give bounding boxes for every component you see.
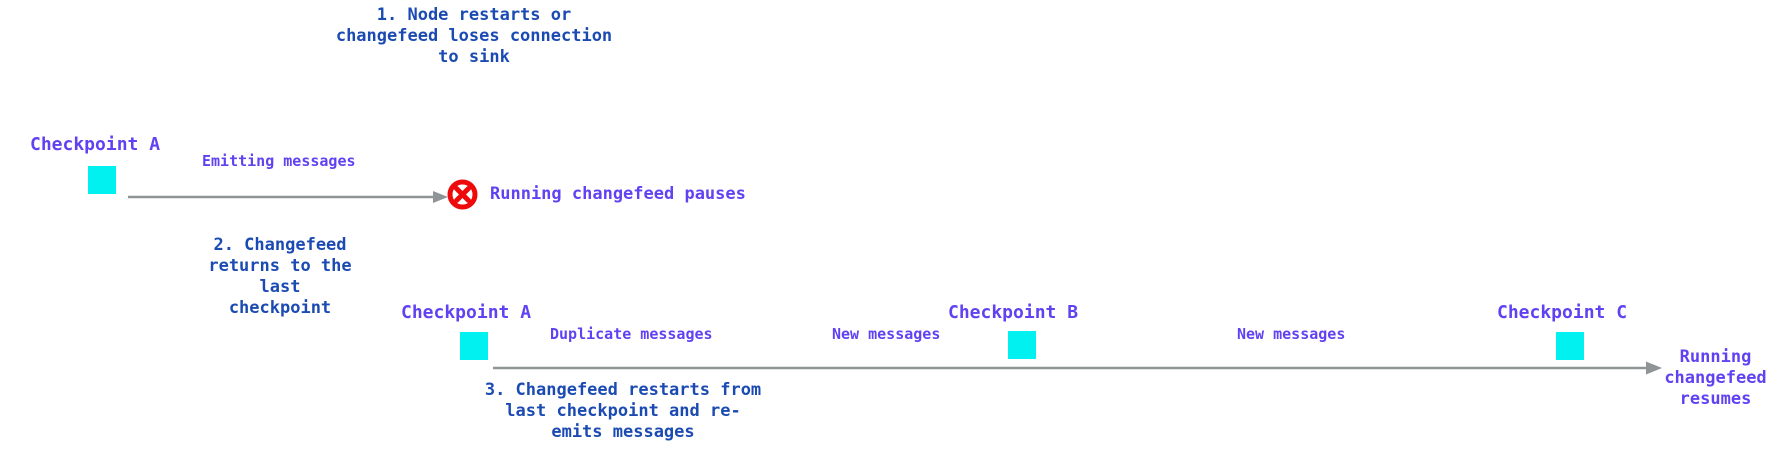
timeline2-checkpoint-b-label: Checkpoint B (948, 302, 1079, 323)
timeline2-checkpoint-a-marker (460, 332, 488, 360)
changefeed-resumes-label: Running changefeed resumes (1664, 347, 1767, 409)
pause-icon-x-stroke-2 (454, 186, 471, 203)
changefeed-pauses-label: Running changefeed pauses (490, 184, 746, 204)
timeline2-checkpoint-a-label: Checkpoint A (401, 302, 532, 323)
step2-annotation: 2. Changefeed returns to the last checkp… (208, 235, 352, 318)
timeline1-checkpoint-a-label: Checkpoint A (30, 134, 161, 155)
new-messages-label-2: New messages (1237, 325, 1346, 343)
timeline2-arrow (493, 361, 1662, 375)
timeline1-checkpoint-a-marker (88, 166, 116, 194)
new-messages-label-1: New messages (832, 325, 941, 343)
emitting-messages-label: Emitting messages (202, 152, 356, 170)
duplicate-messages-label: Duplicate messages (550, 325, 713, 343)
timeline2-checkpoint-b-marker (1008, 331, 1036, 359)
timeline2-checkpoint-c-label: Checkpoint C (1497, 302, 1628, 323)
step3-annotation: 3. Changefeed restarts from last checkpo… (484, 380, 762, 442)
step1-annotation: 1. Node restarts or changefeed loses con… (335, 5, 613, 67)
timeline1-arrow (128, 191, 448, 203)
pause-cancel-icon (447, 179, 478, 210)
timeline2-checkpoint-c-marker (1556, 332, 1584, 360)
timeline1-arrowhead-icon (433, 191, 448, 203)
